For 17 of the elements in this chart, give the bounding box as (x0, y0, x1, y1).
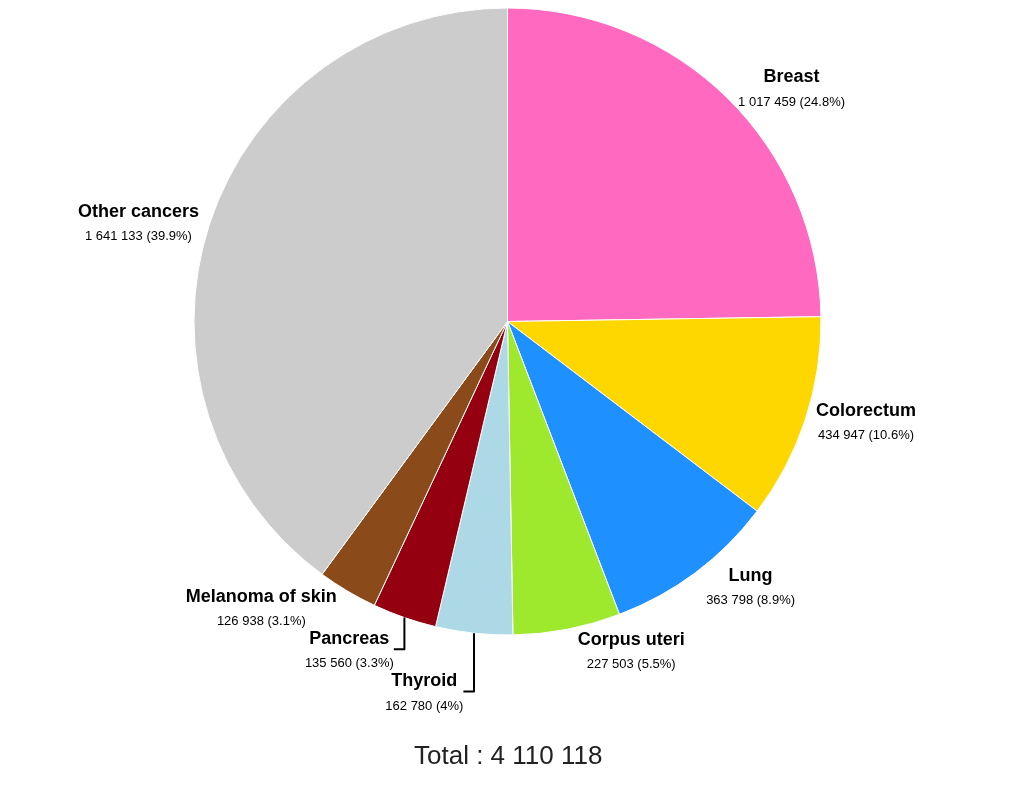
data-label: 1 017 459 (24.8%) (738, 93, 846, 109)
slice-label: Lung (728, 564, 773, 585)
data-label: 1 641 133 (39.9%) (84, 228, 192, 244)
slice-label: Thyroid (391, 670, 458, 691)
slice-label: Corpus uteri (577, 628, 685, 649)
data-label: 434 947 (10.6%) (817, 427, 915, 443)
data-label: 227 503 (5.5%) (586, 655, 676, 671)
slice-label: Melanoma of skin (185, 585, 337, 606)
data-label: 126 938 (3.1%) (216, 612, 306, 628)
text: Total : 4 110 118 (414, 740, 603, 770)
slice-label: Other cancers (77, 200, 199, 221)
slice-label: Pancreas (309, 627, 390, 648)
data-label: 135 560 (3.3%) (304, 655, 394, 671)
slice-label: Breast (763, 66, 820, 87)
slice-label: Colorectum (815, 400, 916, 421)
data-label: 363 798 (8.9%) (706, 592, 796, 608)
data-label: 162 780 (4%) (385, 697, 464, 713)
